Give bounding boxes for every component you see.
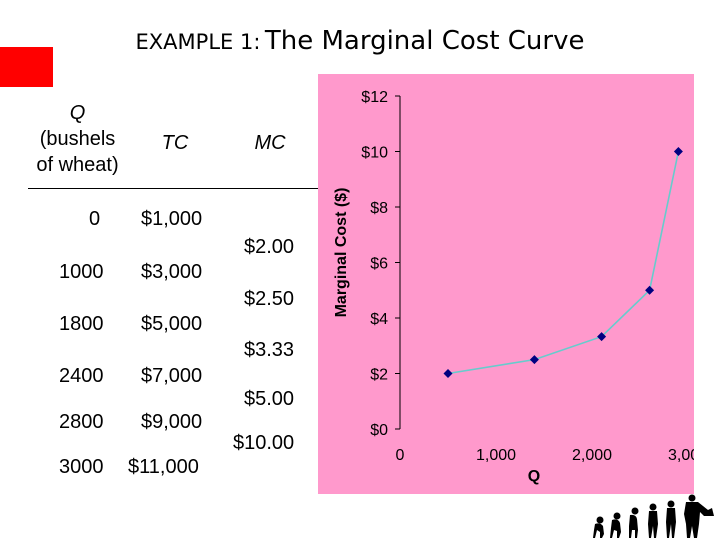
header-q-desc-line1: (bushels [39, 128, 116, 150]
header-q-symbol: Q [69, 102, 86, 124]
header-q-desc-line2: of wheat) [36, 154, 119, 176]
header-q: Q (bushels of wheat) [20, 100, 135, 178]
mc-value-1: $2.50 [244, 288, 295, 310]
data-point-2 [597, 332, 607, 342]
title-colon: : [253, 30, 261, 54]
y-tick-label-4: $8 [370, 200, 388, 217]
data-point-4 [673, 147, 683, 156]
data-point-3 [645, 285, 655, 295]
row-q-2: 1800 [59, 313, 104, 335]
row-tc-1: $3,000 [141, 261, 203, 283]
x-tick-label-3: 3,000 [668, 447, 694, 464]
header-mc: MC [254, 132, 286, 154]
row-q-3: 2400 [59, 365, 104, 387]
row-q-0: 0 [89, 208, 101, 230]
y-tick-label-5: $10 [361, 145, 388, 162]
row-q-1: 1000 [59, 261, 104, 283]
marginal-cost-chart: $0 $2 $4 $6 $8 $10 $12 0 1,000 2,000 3,000 Q Margina… [318, 74, 708, 494]
chart-svg: $0 $2 $4 $6 $8 $10 $12 0 1,000 2,000 3,000 Q Margina… [318, 74, 708, 494]
header-tc: TC [161, 132, 189, 154]
slide-title: EXAMPLE 1: The Marginal Cost Curve [0, 26, 720, 56]
row-tc-4: $9,000 [141, 411, 203, 433]
row-tc-5: $11,000 [128, 456, 199, 478]
x-tick-label-1: 1,000 [476, 447, 516, 464]
row-q-5: 3000 [59, 456, 104, 478]
evolution-silhouette-icon [593, 494, 714, 538]
row-tc-2: $5,000 [141, 313, 203, 335]
data-point-1 [529, 355, 539, 365]
x-tick-label-0: 0 [396, 447, 405, 464]
red-accent-box [0, 47, 53, 87]
y-tick-label-6: $12 [361, 89, 388, 106]
row-tc-0: $1,000 [141, 208, 203, 230]
y-tick-label-3: $6 [370, 256, 388, 273]
x-tick-label-2: 2,000 [572, 447, 612, 464]
data-point-0 [443, 369, 453, 378]
row-q-4: 2800 [59, 411, 104, 433]
y-tick-label-1: $2 [370, 367, 388, 384]
title-main: The Marginal Cost Curve [264, 26, 585, 56]
title-prefix: EXAMPLE 1 [135, 30, 254, 54]
y-tick-label-0: $0 [370, 422, 388, 439]
row-tc-3: $7,000 [141, 365, 203, 387]
header-rule [28, 188, 318, 189]
x-axis-label: Q [528, 468, 540, 485]
y-axis-label: Marginal Cost ($) [333, 188, 350, 318]
mc-value-4: $10.00 [233, 432, 295, 454]
chart-background [318, 74, 694, 494]
mc-value-2: $3.33 [244, 339, 295, 361]
y-tick-label-2: $4 [370, 311, 388, 328]
mc-value-0: $2.00 [244, 236, 295, 258]
mc-value-3: $5.00 [244, 388, 295, 410]
